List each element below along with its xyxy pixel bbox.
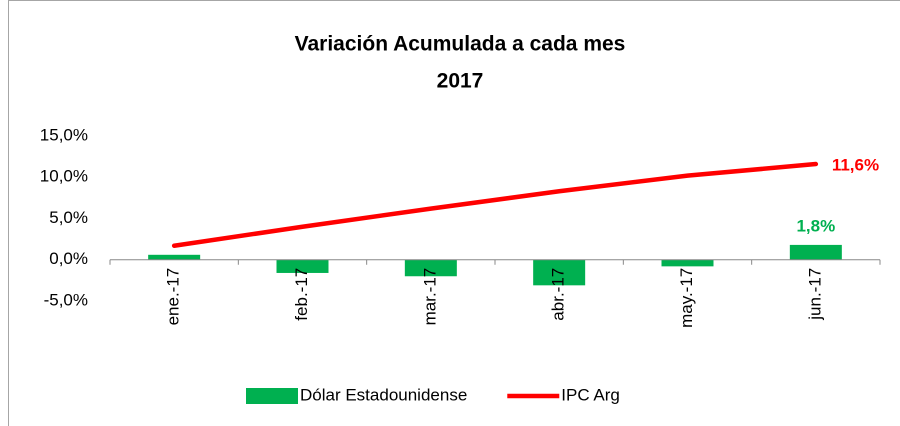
chart-frame <box>8 0 900 426</box>
y-tick-label: 15,0% <box>40 125 88 144</box>
data-label: 1,8% <box>796 216 835 235</box>
x-tick-label: abr.-17 <box>549 268 568 321</box>
data-label: 11,6% <box>832 156 879 175</box>
legend-swatch <box>246 388 298 404</box>
y-tick-label: 5,0% <box>49 208 88 227</box>
bar <box>148 254 201 260</box>
bar <box>789 244 842 260</box>
x-tick-label: ene.-17 <box>164 268 183 326</box>
x-tick-label: may.-17 <box>677 268 696 328</box>
bar <box>276 259 329 273</box>
legend-label: Dólar Estadounidense <box>300 385 467 404</box>
bar <box>533 259 586 286</box>
x-tick-label: mar.-17 <box>420 268 439 326</box>
y-tick-label: 0,0% <box>49 249 88 268</box>
bar <box>404 259 457 277</box>
bar <box>661 259 714 267</box>
legend-label: IPC Arg <box>561 385 620 404</box>
y-tick-label: -5,0% <box>44 290 88 309</box>
chart-title: Variación Acumulada a cada mes <box>295 33 626 56</box>
x-tick-label: feb.-17 <box>292 268 311 321</box>
line-series <box>171 161 819 248</box>
x-tick-label: jun.-17 <box>805 268 824 321</box>
chart-subtitle: 2017 <box>437 70 484 93</box>
y-tick-label: 10,0% <box>40 167 88 186</box>
